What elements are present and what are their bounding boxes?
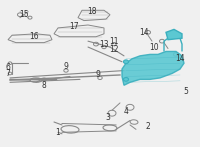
Text: 9: 9 [96,70,100,80]
Text: 1: 1 [56,128,60,137]
Ellipse shape [124,78,128,81]
Text: 13: 13 [99,40,109,49]
Text: 2: 2 [146,122,150,131]
Polygon shape [122,51,184,85]
Text: 4: 4 [124,107,128,116]
Text: 3: 3 [106,113,110,122]
Text: 5: 5 [184,87,188,96]
Text: 16: 16 [29,32,39,41]
Text: 14: 14 [175,54,185,63]
Polygon shape [166,29,182,40]
Text: 11: 11 [109,37,119,46]
Text: 7: 7 [6,69,10,78]
Text: 14: 14 [139,28,149,37]
Text: 10: 10 [149,42,159,52]
Text: 9: 9 [64,62,68,71]
Text: 17: 17 [69,22,79,31]
Text: 6: 6 [6,63,10,72]
Text: 12: 12 [109,45,119,55]
Text: 18: 18 [87,7,97,16]
Text: 15: 15 [19,10,29,19]
Text: 8: 8 [42,81,46,90]
Ellipse shape [124,60,128,64]
